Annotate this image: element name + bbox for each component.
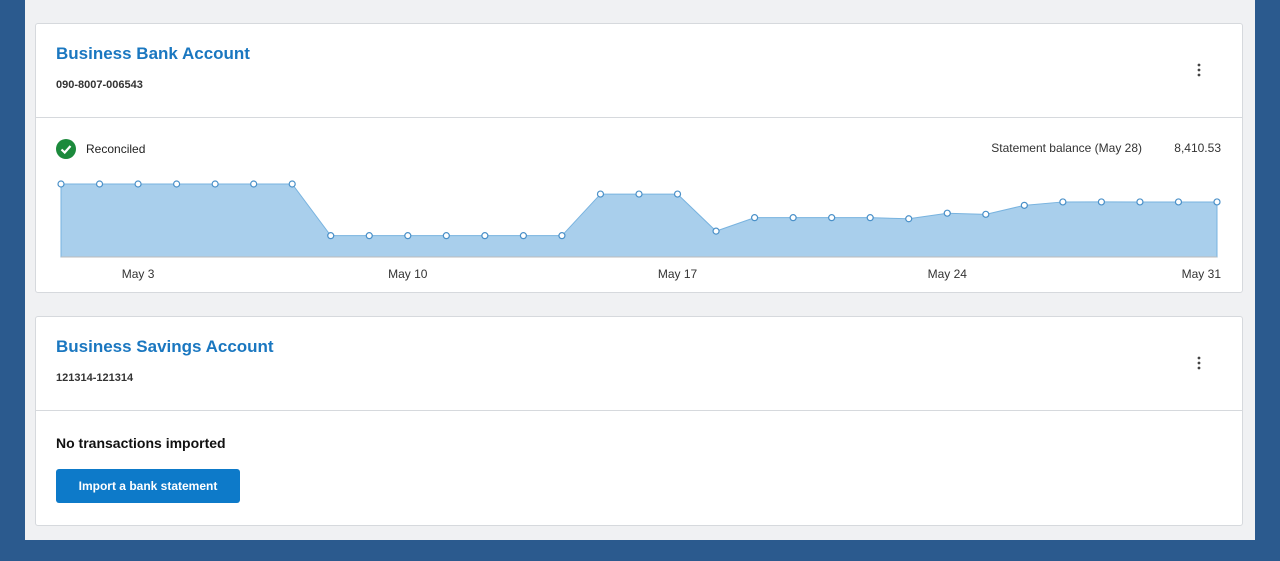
panel: Business Bank Account 090-8007-006543 Re…: [25, 0, 1255, 540]
menu-button[interactable]: [1196, 355, 1202, 371]
point: [481, 232, 489, 240]
point: [982, 210, 990, 218]
x-tick-label: May 10: [388, 267, 428, 281]
account-name[interactable]: Business Savings Account: [56, 337, 274, 356]
point: [95, 180, 104, 188]
point: [211, 180, 219, 188]
point: [866, 214, 874, 222]
x-tick-label: May 17: [658, 267, 698, 281]
account-card: Business Savings Account 121314-121314 N…: [35, 316, 1243, 526]
menu-button[interactable]: [1196, 62, 1202, 78]
point: [57, 180, 65, 188]
x-tick-label: May 24: [928, 267, 968, 281]
import-button[interactable]: Import a bank statement: [56, 469, 240, 503]
divider: [36, 117, 1242, 118]
balance: 8,410.53: [1174, 141, 1221, 155]
point: [1097, 198, 1106, 206]
point: [327, 232, 335, 240]
point: [442, 232, 450, 240]
point: [173, 180, 181, 188]
x-tick-label: May 3: [122, 267, 155, 281]
area: [60, 183, 1218, 258]
account-number: 121314-121314: [56, 372, 134, 384]
x-tick-label: May 31: [1182, 267, 1222, 281]
point: [635, 190, 643, 198]
point: [1174, 198, 1183, 206]
point: [712, 227, 720, 235]
point: [558, 232, 566, 240]
point: [1213, 198, 1221, 206]
point: [828, 214, 836, 222]
divider: [36, 410, 1242, 411]
point: [404, 232, 412, 240]
statement-label: Statement balance (May 28): [991, 141, 1142, 155]
point: [1136, 198, 1144, 206]
account-card: Business Bank Account 090-8007-006543 Re…: [35, 23, 1243, 293]
point: [943, 209, 951, 217]
point: [288, 180, 296, 188]
point: [250, 180, 258, 188]
point: [789, 214, 797, 222]
empty-message: No transactions imported: [56, 435, 226, 451]
reconciled-icon: [56, 139, 76, 159]
balance-chart: May 3 May 10 May 17 May 24 May 31: [57, 180, 1222, 281]
point: [673, 190, 682, 198]
point: [905, 215, 913, 223]
point: [750, 214, 759, 222]
point: [1059, 198, 1067, 206]
account-name[interactable]: Business Bank Account: [56, 44, 250, 63]
point: [519, 232, 527, 240]
status: Reconciled: [86, 142, 146, 156]
point: [134, 180, 142, 188]
point: [365, 232, 373, 240]
point: [1020, 201, 1028, 209]
point: [596, 190, 605, 198]
account-number: 090-8007-006543: [56, 79, 143, 91]
